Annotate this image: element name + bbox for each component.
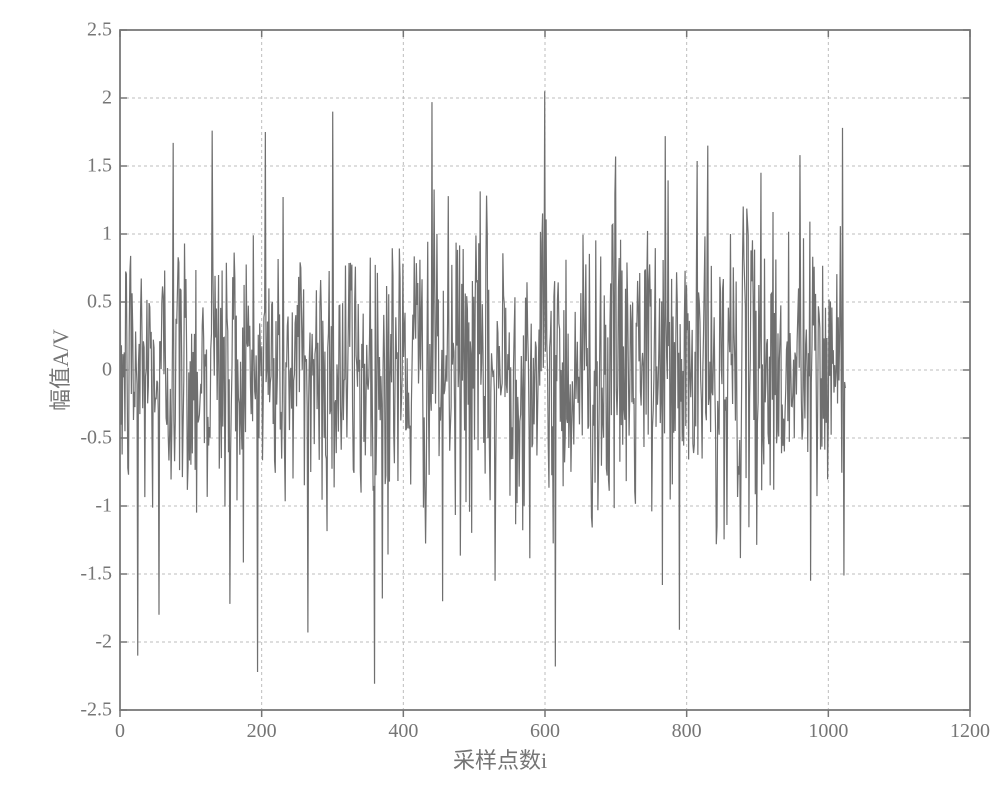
- y-tick-label: -0.5: [62, 427, 112, 450]
- signal-chart: 采样点数i 幅值A/V 020040060080010001200-2.5-2-…: [0, 0, 1000, 787]
- x-axis-label: 采样点数i: [0, 743, 1000, 775]
- y-tick-label: 1.5: [62, 155, 112, 178]
- x-tick-label: 1000: [808, 720, 848, 743]
- y-tick-label: 0: [62, 359, 112, 382]
- chart-canvas: [0, 0, 1000, 787]
- x-tick-label: 1200: [950, 720, 990, 743]
- y-tick-label: 2: [62, 87, 112, 110]
- x-tick-label: 0: [115, 720, 125, 743]
- x-tick-label: 600: [530, 720, 560, 743]
- x-tick-label: 800: [672, 720, 702, 743]
- y-tick-label: 2.5: [62, 19, 112, 42]
- y-tick-label: -1: [62, 495, 112, 518]
- y-tick-label: -2.5: [62, 699, 112, 722]
- y-tick-label: 1: [62, 223, 112, 246]
- y-tick-label: -2: [62, 631, 112, 654]
- x-tick-label: 200: [247, 720, 277, 743]
- y-tick-label: -1.5: [62, 563, 112, 586]
- x-tick-label: 400: [388, 720, 418, 743]
- y-tick-label: 0.5: [62, 291, 112, 314]
